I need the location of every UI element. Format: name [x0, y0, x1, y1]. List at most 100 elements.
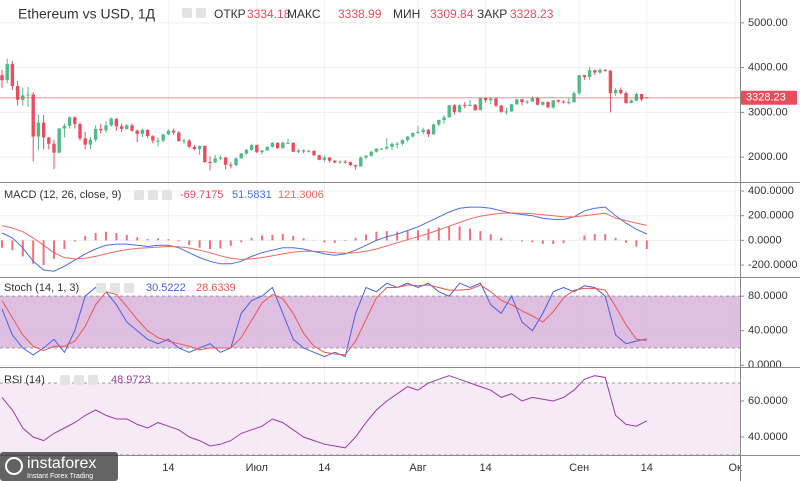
- candle-body: [426, 129, 431, 135]
- histogram-bar: [458, 226, 461, 241]
- candle-body: [260, 150, 264, 153]
- candle-body: [546, 102, 550, 108]
- candle-body: [359, 157, 363, 167]
- candle-body: [156, 140, 160, 142]
- candle-body: [249, 145, 254, 150]
- histogram-bar: [469, 228, 471, 241]
- candle-body: [515, 99, 519, 105]
- candle-body: [291, 142, 295, 152]
- candle-body: [187, 140, 191, 147]
- indicator-value: -69.7175: [180, 189, 223, 201]
- x-tick-label: 14: [479, 462, 491, 474]
- histogram-bar: [323, 240, 326, 243]
- candle-body: [411, 132, 415, 137]
- candle-body: [395, 143, 399, 145]
- x-tick-label: 14: [318, 462, 330, 474]
- candle-body: [177, 132, 181, 142]
- candle-body: [421, 129, 425, 133]
- candle-body: [182, 140, 186, 142]
- candle-body: [478, 98, 483, 111]
- header-icons: [60, 8, 206, 385]
- histogram-bar: [271, 234, 274, 241]
- ohlc-label: МАКС: [287, 7, 321, 21]
- candle-body: [619, 90, 623, 94]
- candle-body: [463, 105, 467, 107]
- candle-body: [229, 164, 233, 166]
- candle-body: [457, 105, 462, 112]
- histogram-bar: [146, 239, 149, 241]
- histogram-bar: [281, 234, 284, 241]
- candle-body: [151, 136, 155, 141]
- candle-body: [582, 75, 587, 78]
- histogram-bar: [229, 240, 232, 246]
- indicator-line: [1, 212, 647, 261]
- candle-body: [593, 70, 597, 73]
- candle-body: [119, 126, 124, 129]
- candle-body: [296, 150, 301, 152]
- candle-body: [104, 125, 108, 131]
- candle-body: [41, 122, 46, 138]
- histogram-bar: [42, 240, 45, 266]
- candle-body: [265, 146, 269, 151]
- y-tick-label: 2000.00: [748, 151, 788, 163]
- y-tick-label: 40.0000: [748, 325, 788, 337]
- candle-body: [509, 104, 514, 112]
- histogram-bar: [261, 235, 263, 241]
- candle-body: [5, 64, 9, 81]
- indicator-line: [1, 375, 648, 449]
- histogram-bar: [396, 231, 399, 241]
- icon: [196, 8, 206, 18]
- candle-body: [145, 129, 150, 137]
- candle-body: [639, 94, 644, 100]
- histogram-bar: [344, 240, 347, 241]
- ohlc-label: МИН: [393, 7, 420, 21]
- icon: [60, 375, 70, 385]
- candle-body: [47, 137, 51, 144]
- histogram-bar: [1, 240, 3, 248]
- candle-body: [312, 150, 316, 156]
- candle-body: [369, 151, 373, 156]
- histogram-bar: [489, 234, 492, 241]
- watermark-logo: [5, 457, 23, 475]
- candle-body: [114, 118, 119, 127]
- candle-body: [603, 69, 607, 71]
- histogram-bar: [365, 234, 367, 241]
- histogram-bar: [354, 237, 357, 241]
- candle-body: [218, 157, 223, 159]
- candle-body: [15, 85, 20, 100]
- y-tick-label: 40.0000: [748, 431, 788, 443]
- candle-body: [556, 100, 561, 102]
- indicator-line: [1, 282, 647, 358]
- watermark: instaforex Instant Forex Trading: [0, 452, 118, 481]
- histogram-bar: [593, 234, 596, 241]
- histogram-bar: [240, 240, 243, 243]
- indicator-title: MACD (12, 26, close, 9): [4, 189, 121, 201]
- histogram-bar: [437, 227, 440, 241]
- candle-body: [93, 128, 98, 140]
- histogram-bar: [375, 231, 378, 241]
- candle-body: [530, 98, 535, 102]
- candle-body: [140, 129, 145, 134]
- candle-body: [353, 165, 358, 167]
- histogram-bar: [53, 240, 55, 259]
- candle-body: [561, 101, 566, 103]
- candle-body: [374, 148, 379, 152]
- candle-body: [161, 134, 165, 141]
- ohlc-value: 3328.23: [510, 7, 554, 21]
- chart-title: Ethereum vs USD, 1Д: [18, 6, 156, 22]
- candle-body: [0, 75, 4, 81]
- candle-body: [317, 155, 321, 160]
- candle-body: [203, 145, 207, 163]
- icon: [96, 283, 106, 293]
- candle-body: [494, 98, 498, 106]
- candle-body: [437, 119, 441, 125]
- candle-body: [52, 143, 56, 153]
- candle-body: [208, 162, 212, 164]
- candle-body: [31, 94, 35, 137]
- candle-body: [385, 146, 389, 149]
- candle-body: [613, 90, 618, 94]
- candle-body: [36, 122, 41, 137]
- candle-body: [307, 150, 311, 152]
